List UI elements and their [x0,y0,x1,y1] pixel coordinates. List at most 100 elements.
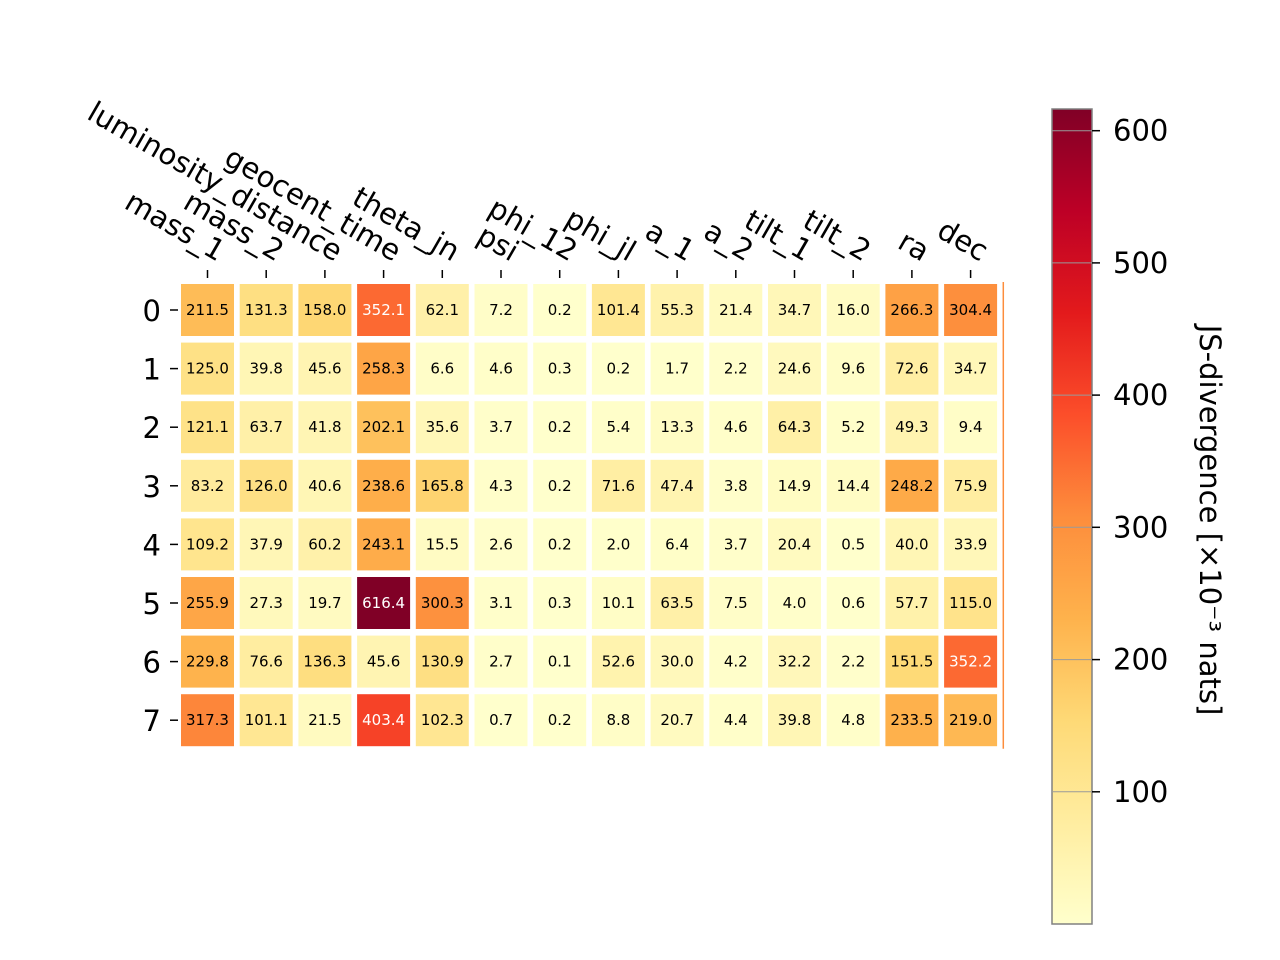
heatmap-cell [474,342,528,395]
cell-value-label: 7.2 [489,301,513,319]
heatmap-cell [768,459,821,512]
y-tick-label: 0 [143,294,161,328]
heatmap-cell [533,518,587,571]
cell-value-label: 130.9 [421,653,464,671]
heatmap-cell [239,518,293,571]
cell-value-label: 9.4 [959,418,983,436]
cell-value-label: 45.6 [367,653,400,671]
y-tick-label: 3 [143,470,161,504]
heatmap-cell [885,518,939,571]
heatmap-cell [885,342,939,395]
cell-value-label: 352.1 [362,301,405,319]
heatmap-cell [826,577,880,629]
cell-value-label: 4.2 [724,653,748,671]
heatmap-cell [533,635,587,688]
heatmap-cell [415,459,469,512]
heatmap-cell [474,401,528,454]
cell-value-label: 34.7 [778,301,811,319]
heatmap-cell [591,342,645,395]
cell-value-label: 102.3 [421,711,464,729]
cell-value-label: 3.8 [724,477,748,495]
cell-value-label: 258.3 [362,360,405,378]
cell-value-label: 14.9 [778,477,811,495]
cell-value-label: 20.4 [778,535,811,553]
heatmap-cell [591,284,645,336]
cell-value-label: 40.6 [308,477,341,495]
heatmap-cell [650,342,704,395]
cell-value-label: 62.1 [426,301,459,319]
cell-value-label: 165.8 [421,477,464,495]
heatmap-cell [709,284,763,336]
cell-value-label: 255.9 [186,594,229,612]
heatmap-cell [826,635,880,688]
heatmap-cell [709,635,763,688]
heatmap-cell [298,284,352,336]
heatmap-cell [239,342,293,395]
cell-value-label: 21.4 [719,301,752,319]
cell-value-label: 211.5 [186,301,229,319]
heatmap-cell [357,401,411,454]
heatmap-cell [944,459,998,512]
cell-value-label: 45.6 [308,360,341,378]
cell-value-label: 2.7 [489,653,513,671]
heatmap-cell [826,342,880,395]
heatmap-cell [944,518,998,571]
cell-value-label: 76.6 [249,653,282,671]
cell-value-label: 131.3 [245,301,288,319]
cell-value-label: 37.9 [249,535,282,553]
cell-value-label: 8.8 [606,711,630,729]
y-tick-label: 1 [143,353,161,387]
heatmap-cell [709,577,763,629]
x-tick-label: a_1 [640,213,701,268]
cell-value-label: 33.9 [954,535,987,553]
heatmap-cell [239,284,293,336]
cell-value-label: 0.5 [841,535,865,553]
cell-value-label: 352.2 [949,653,992,671]
heatmap-cell [415,577,469,629]
cell-value-label: 136.3 [303,653,346,671]
cell-value-label: 266.3 [890,301,933,319]
colorbar-ticks: 100 200 300 400 500 600 [1052,114,1168,809]
heatmap-cell [533,284,587,336]
heatmap-cell [357,284,411,336]
cell-value-label: 0.2 [548,418,572,436]
heatmap-cell [357,459,411,512]
heatmap-cell [885,284,939,336]
cell-value-label: 21.5 [308,711,341,729]
heatmap-cell [239,694,293,747]
cell-value-label: 4.3 [489,477,513,495]
cell-value-label: 304.4 [949,301,992,319]
cell-value-label: 47.4 [660,477,693,495]
cell-value-label: 109.2 [186,535,229,553]
heatmap-cell [357,577,411,629]
heatmap-cell [650,284,704,336]
heatmap-cell [650,635,704,688]
cell-value-label: 317.3 [186,711,229,729]
cell-value-label: 4.0 [783,594,807,612]
cell-value-label: 16.0 [836,301,869,319]
heatmap-cell [944,284,998,336]
cell-value-label: 5.2 [841,418,865,436]
cell-value-label: 24.6 [778,360,811,378]
cell-value-label: 15.5 [426,535,459,553]
heatmap-cell [768,342,821,395]
heatmap-cell [768,284,821,336]
cell-value-label: 5.4 [606,418,630,436]
heatmap-cell [533,342,587,395]
cell-value-label: 63.7 [249,418,282,436]
heatmap-cell [357,342,411,395]
heatmap-cell [357,694,411,747]
cell-value-label: 63.5 [660,594,693,612]
cell-value-label: 39.8 [778,711,811,729]
cell-value-label: 151.5 [890,653,933,671]
heatmap-cell [298,635,352,688]
cell-value-label: 616.4 [362,594,405,612]
cell-value-label: 0.6 [841,594,865,612]
heatmap-cell [591,694,645,747]
cell-value-label: 6.6 [430,360,454,378]
heatmap-cell [709,401,763,454]
cell-value-label: 34.7 [954,360,987,378]
cell-value-label: 35.6 [426,418,459,436]
heatmap-cell [768,694,821,747]
heatmap-cell [181,401,234,454]
